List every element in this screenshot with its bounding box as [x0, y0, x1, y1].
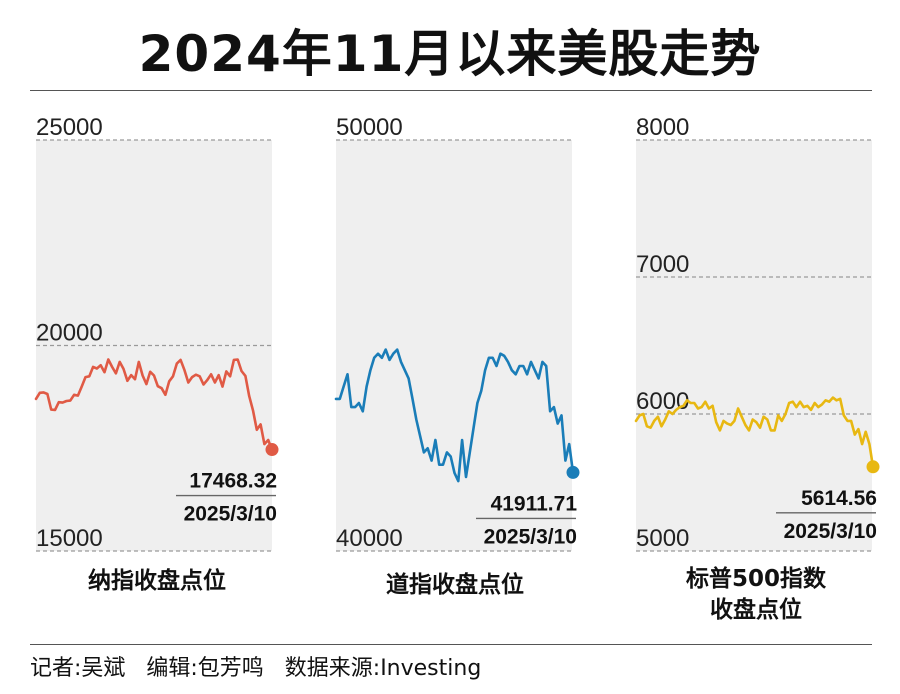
sp500-caption: 标普500指数 收盘点位 — [636, 564, 876, 626]
dow-panel: 50000 40000 41911.71 2025/3/10 — [334, 114, 580, 552]
sp500-caption-line-1: 标普500指数 — [685, 566, 826, 592]
nasdaq-series-line — [34, 358, 274, 451]
sp500-ytick-label: 6000 — [636, 388, 689, 415]
sp500-caption-line-2: 收盘点位 — [710, 597, 802, 623]
nasdaq-ytick-label: 20000 — [36, 320, 103, 347]
sp500-last-date-label: 2025/3/10 — [784, 520, 877, 543]
dow-last-date-label: 2025/3/10 — [484, 525, 577, 548]
nasdaq-ytick-label: 15000 — [36, 525, 103, 552]
nasdaq-ytick-label: 25000 — [36, 114, 103, 141]
dow-ytick-label: 40000 — [336, 525, 403, 552]
nasdaq-caption: 纳指收盘点位 — [37, 566, 277, 597]
chart-title: 2024年11月以来美股走势 — [138, 25, 762, 83]
nasdaq-last-date-label: 2025/3/10 — [184, 503, 277, 526]
dow-series-line — [334, 348, 575, 483]
dow-last-value-label: 41911.71 — [491, 492, 578, 515]
credits-footer: 记者:吴斌 编辑:包芳鸣 数据来源:Investing — [30, 656, 482, 681]
sp500-ytick-label: 5000 — [636, 525, 689, 552]
dow-ytick-label: 50000 — [336, 114, 403, 141]
nasdaq-caption-line: 纳指收盘点位 — [88, 568, 226, 594]
sp500-ytick-label: 7000 — [636, 251, 689, 278]
dow-caption-line: 道指收盘点位 — [386, 572, 524, 598]
nasdaq-last-value-label: 17468.32 — [189, 470, 277, 493]
sp500-series-line — [634, 396, 875, 469]
sp500-last-point — [866, 460, 880, 474]
sp500-panel: 8000 7000 6000 5000 5614.56 2025/3/10 — [634, 114, 880, 552]
sp500-last-value-label: 5614.56 — [801, 487, 877, 510]
dow-caption: 道指收盘点位 — [335, 570, 575, 601]
footer-divider — [30, 644, 872, 645]
sp500-plot-background — [636, 140, 872, 551]
sp500-ytick-label: 8000 — [636, 114, 689, 141]
nasdaq-last-point — [265, 443, 279, 457]
dow-plot-background — [336, 140, 572, 551]
title-divider — [30, 90, 872, 91]
nasdaq-panel: 25000 20000 15000 17468.32 2025/3/10 — [34, 114, 279, 552]
dow-last-point — [566, 465, 580, 479]
